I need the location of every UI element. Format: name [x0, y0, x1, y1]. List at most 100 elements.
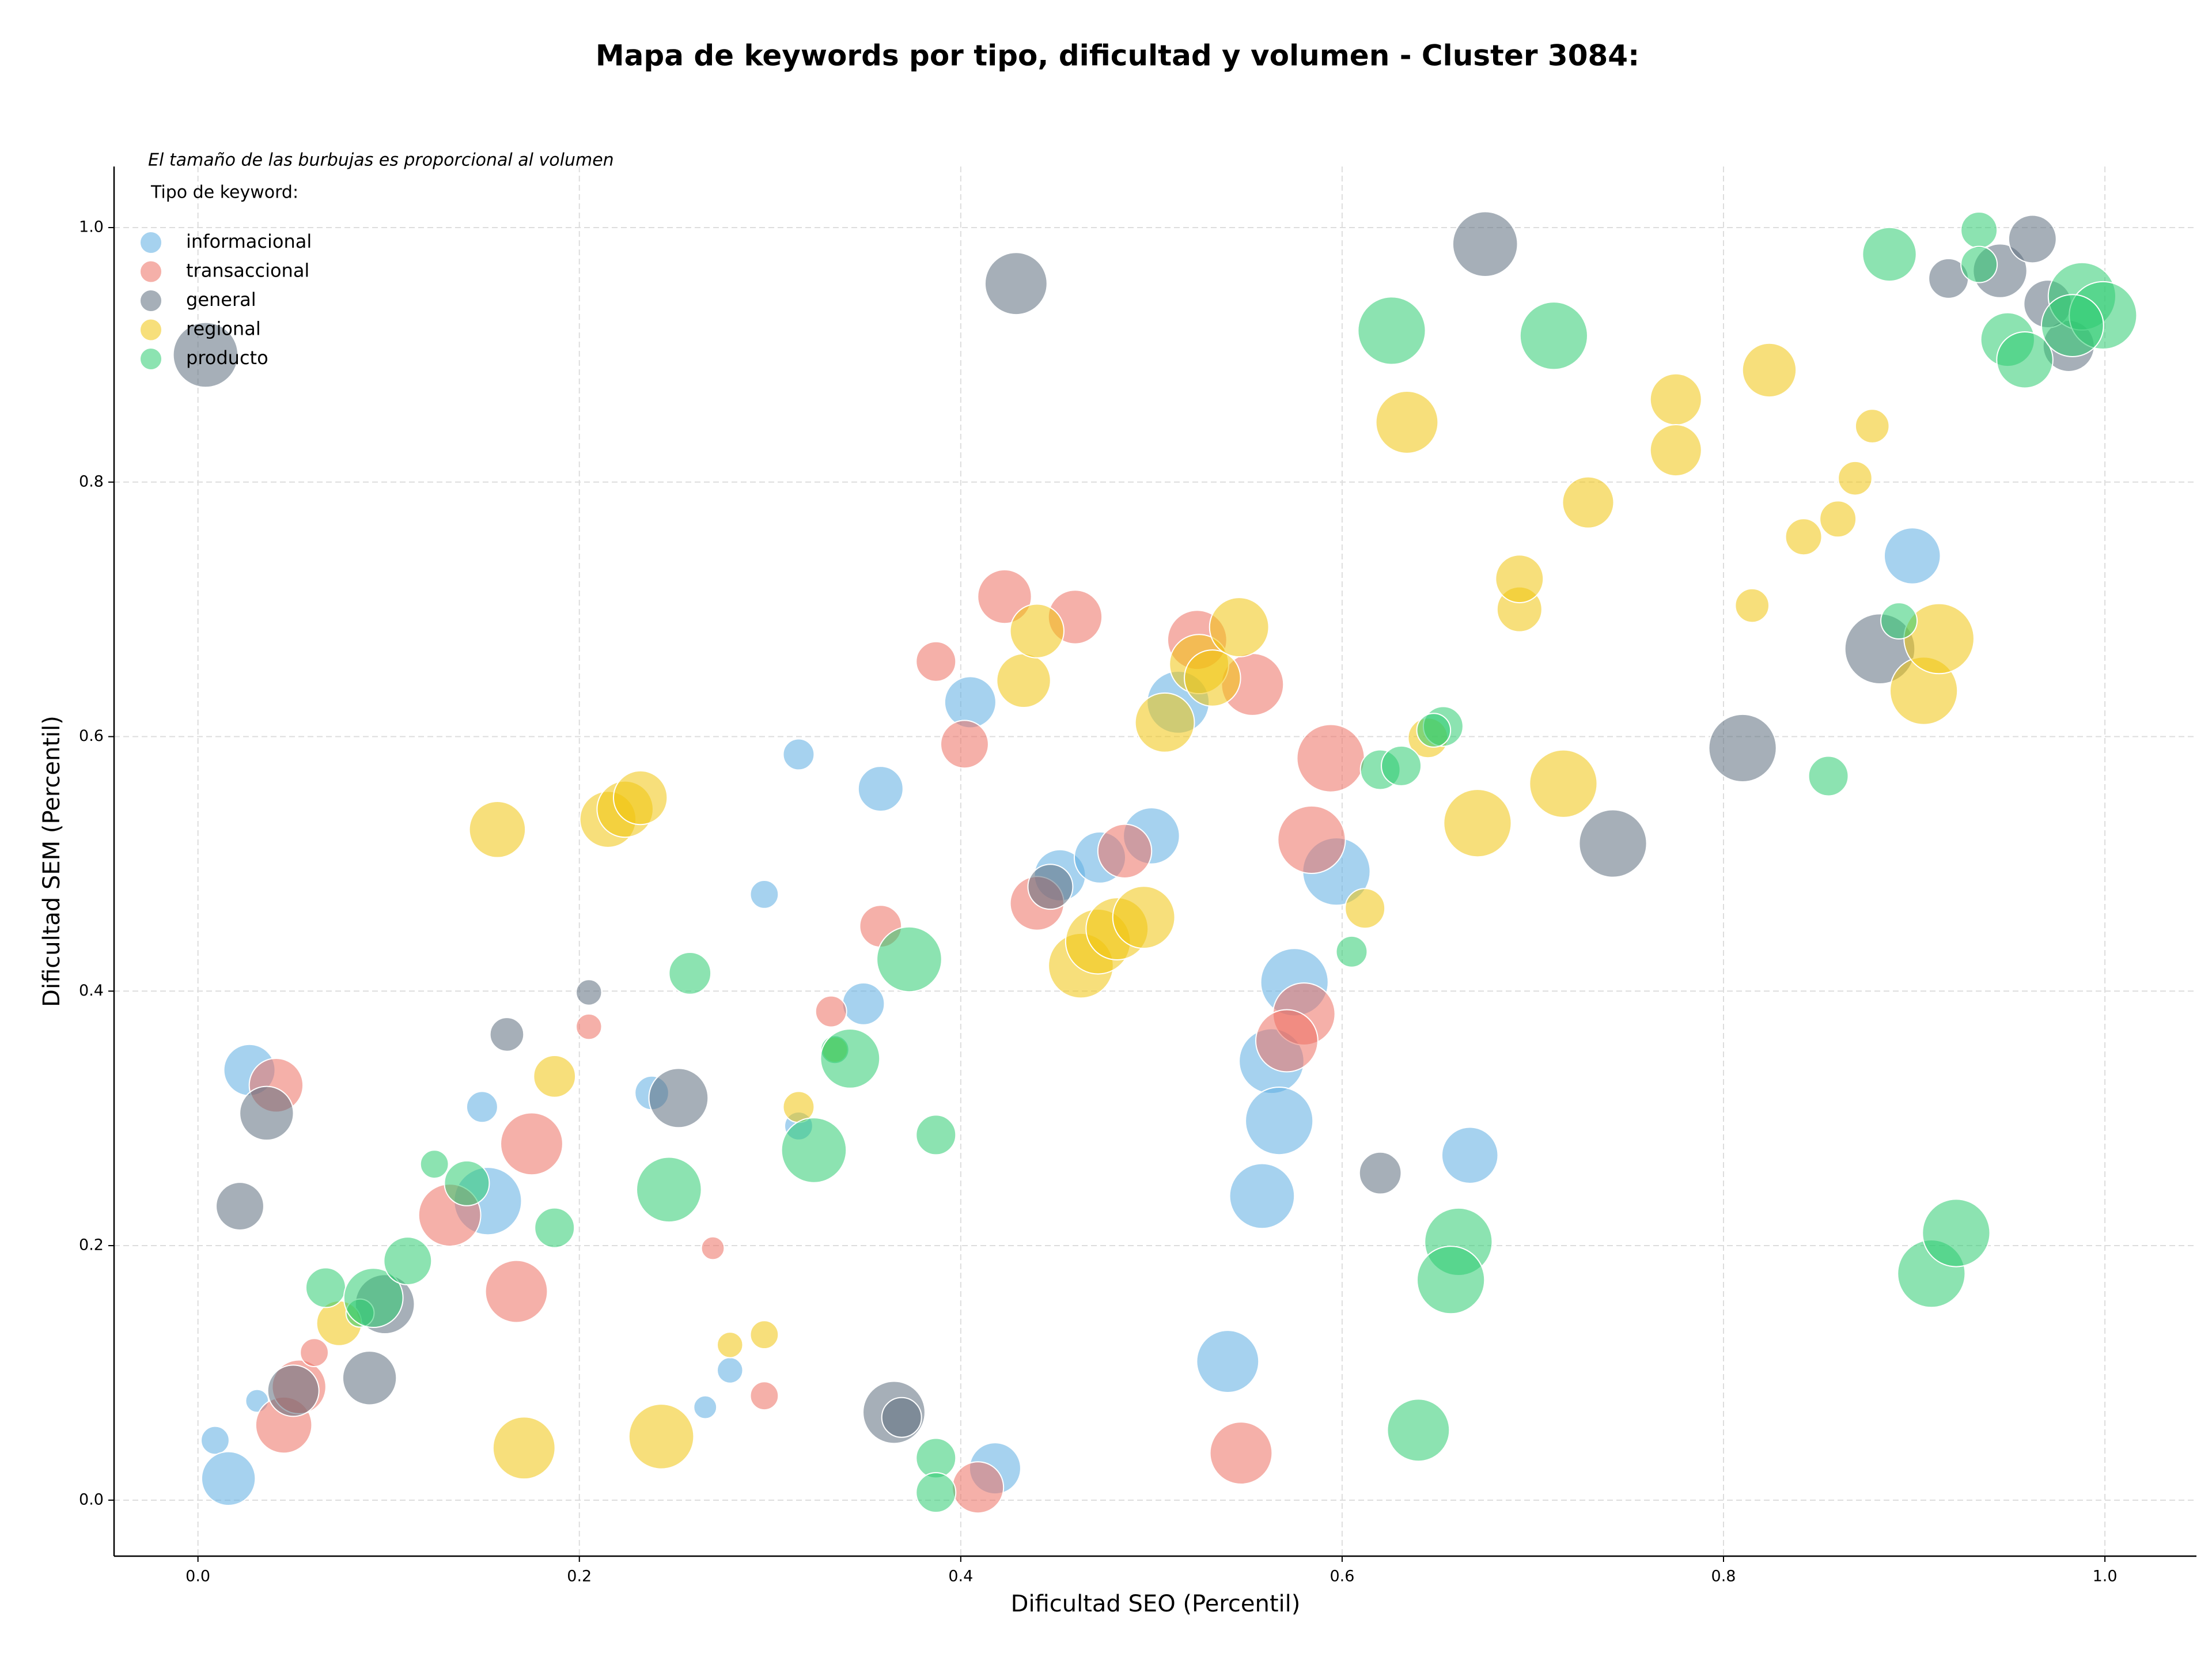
- bubble: [444, 1160, 490, 1206]
- bubble: [533, 1054, 577, 1098]
- y-tick-label: 0.6: [79, 727, 104, 745]
- bubble: [1649, 424, 1702, 477]
- x-tick-label: 0.4: [948, 1568, 973, 1586]
- bubble: [1277, 805, 1346, 875]
- bubble: [1441, 1126, 1499, 1184]
- x-tick-label: 0.0: [185, 1568, 210, 1586]
- bubble: [717, 1331, 744, 1359]
- bubble: [996, 653, 1051, 709]
- bubble: [267, 1364, 320, 1417]
- bubble: [1562, 476, 1615, 529]
- bubble: [1838, 460, 1873, 496]
- size-note: El tamaño de las burbujas es proporciona…: [148, 150, 614, 171]
- bubble: [1358, 1151, 1402, 1195]
- legend-label: informacional: [186, 230, 312, 252]
- legend-marker: [139, 231, 162, 254]
- bubble: [1960, 245, 1998, 283]
- bubble: [1245, 1086, 1314, 1156]
- bubbles: [172, 211, 2138, 1514]
- bubble: [636, 1156, 702, 1223]
- y-tick-label: 1.0: [79, 218, 104, 236]
- y-tick-label: 0.8: [79, 472, 104, 490]
- bubble: [1027, 864, 1074, 910]
- bubble: [172, 321, 239, 388]
- bubble: [468, 801, 527, 858]
- bubble: [2008, 214, 2057, 264]
- bubble: [1209, 597, 1270, 657]
- bubble: [781, 1117, 847, 1183]
- bubble: [1741, 342, 1797, 398]
- x-tick-label: 0.8: [1711, 1568, 1736, 1586]
- legend-marker: [139, 318, 162, 342]
- bubble: [612, 770, 668, 826]
- bubble: [1184, 649, 1241, 707]
- bubble: [876, 926, 942, 993]
- x-tick-label: 0.2: [567, 1568, 592, 1586]
- bubble: [815, 995, 847, 1028]
- bubble: [1922, 1198, 1991, 1267]
- bubble: [1387, 1398, 1450, 1462]
- bubble: [300, 1338, 329, 1367]
- bubble: [239, 1085, 294, 1141]
- bubble: [1452, 211, 1518, 278]
- bubble: [628, 1403, 695, 1470]
- bubble: [668, 952, 712, 995]
- bubble: [940, 720, 989, 769]
- bubble: [1112, 886, 1176, 949]
- bubble: [1785, 518, 1823, 556]
- bubble: [1134, 692, 1195, 753]
- bubble: [534, 1207, 575, 1248]
- bubble: [200, 1451, 256, 1506]
- bubble: [915, 1114, 957, 1156]
- bubble: [1097, 823, 1153, 879]
- bubble: [484, 1259, 548, 1323]
- bubble: [500, 1112, 563, 1176]
- bubble: [1344, 888, 1386, 929]
- x-tick-label: 1.0: [2093, 1568, 2118, 1586]
- bubble: [700, 1236, 725, 1261]
- bubble: [1416, 713, 1452, 748]
- bubble: [1649, 373, 1702, 426]
- bubble: [1854, 408, 1890, 444]
- bubble: [1196, 1330, 1260, 1393]
- x-axis-label: Dificultad SEO (Percentil): [1011, 1591, 1301, 1617]
- bubble: [1357, 296, 1426, 365]
- bubble: [915, 1472, 957, 1514]
- bubble: [1255, 1009, 1319, 1073]
- bubble: [820, 1028, 881, 1089]
- bubble: [1819, 500, 1857, 538]
- bubble: [1529, 749, 1598, 818]
- bubble: [857, 766, 904, 812]
- y-tick-label: 0.2: [79, 1236, 104, 1254]
- bubble: [1495, 554, 1544, 604]
- legend: El tamaño de las burbujas es proporciona…: [139, 150, 614, 370]
- bubble: [1209, 1421, 1273, 1485]
- bubble: [952, 1461, 1005, 1514]
- axes: 0.0 0.2 0.4 0.6 0.8 1.0 0.0 0.2 0.4 0.6 0.8 1.0: [79, 167, 2196, 1586]
- legend-marker: [139, 347, 162, 370]
- bubble: [305, 1267, 346, 1308]
- bubble: [1519, 301, 1588, 370]
- chart-title: Mapa de keywords por tipo, dificultad y …: [596, 39, 1639, 73]
- legend-marker: [139, 260, 162, 283]
- bubble: [1375, 391, 1439, 454]
- bubble: [1708, 713, 1777, 783]
- bubble: [1229, 1163, 1296, 1229]
- x-tick-label: 0.6: [1330, 1568, 1354, 1586]
- bubble: [1009, 603, 1065, 659]
- bubble: [1734, 588, 1770, 623]
- bubble: [575, 979, 603, 1006]
- bubble: [383, 1236, 433, 1286]
- bubble: [984, 252, 1048, 316]
- legend-label: general: [186, 289, 256, 311]
- bubble: [1335, 935, 1368, 968]
- bubble: [749, 1320, 779, 1350]
- bubble: [915, 1437, 957, 1479]
- bubble: [1880, 602, 1918, 640]
- bubble: [1996, 331, 2054, 389]
- y-axis-label: Dificultad SEM (Percentil): [39, 716, 65, 1007]
- legend-label: transaccional: [186, 260, 309, 282]
- bubble: [200, 1425, 230, 1455]
- bubble: [749, 1381, 779, 1411]
